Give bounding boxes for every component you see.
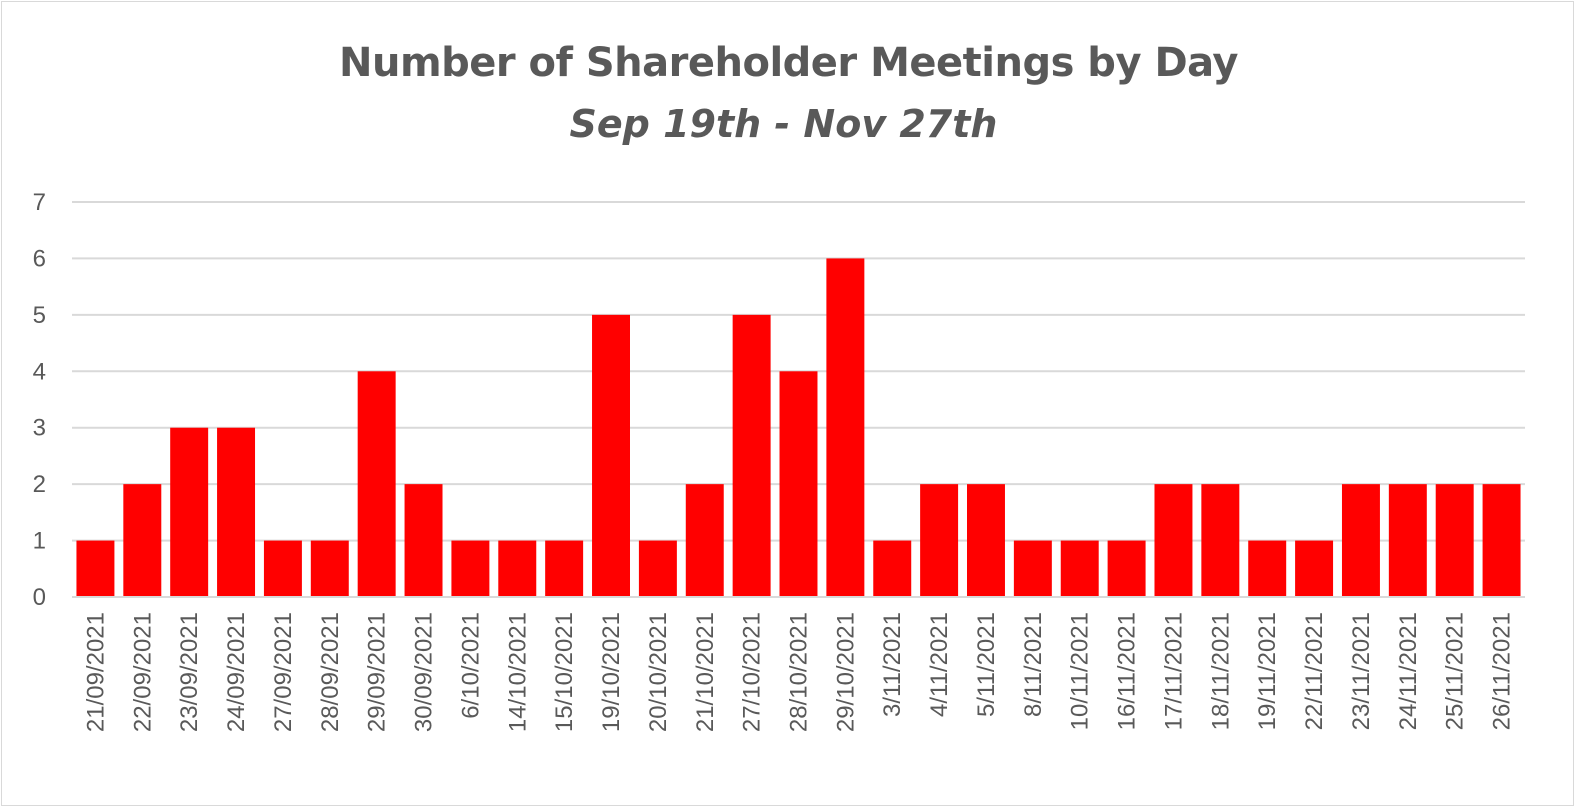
bar [1295,540,1334,597]
bar [779,371,818,597]
bar [638,540,677,597]
x-tick-label: 25/11/2021 [1442,612,1469,730]
bar [76,540,115,597]
bar [967,484,1005,597]
x-tick-label: 21/10/2021 [692,612,719,732]
bar [310,540,349,597]
x-tick-label: 22/11/2021 [1301,612,1328,730]
y-tick-label: 2 [33,471,46,498]
bar [1482,484,1521,597]
x-tick-label: 15/10/2021 [551,612,578,732]
bar [123,484,162,597]
x-tick-label: 22/09/2021 [129,612,156,732]
bar [1154,484,1193,597]
x-tick-label: 19/11/2021 [1254,612,1281,730]
x-tick-label: 23/11/2021 [1348,612,1375,730]
bar [1013,540,1052,597]
bar [873,540,912,597]
bar [1248,540,1287,597]
x-tick-label: 16/11/2021 [1114,612,1141,730]
x-tick-label: 21/09/2021 [82,612,109,732]
x-tick-label: 30/09/2021 [411,612,438,732]
x-tick-label: 26/11/2021 [1489,612,1516,730]
bar [826,258,865,597]
x-tick-label: 4/11/2021 [926,612,953,717]
bar [357,371,396,597]
bar [263,540,302,597]
bar [1201,484,1240,597]
x-tick-label: 29/09/2021 [364,612,391,732]
x-tick-label: 5/11/2021 [973,612,1000,717]
bar [170,427,209,597]
bar [1107,540,1146,597]
chart-subtitle: Sep 19th - Nov 27th [569,102,998,146]
bar [404,484,443,597]
x-tick-label: 29/10/2021 [832,612,859,732]
x-tick-label: 24/11/2021 [1395,612,1422,730]
x-tick-label: 3/11/2021 [879,612,906,717]
bar [920,484,959,597]
x-tick-label: 18/11/2021 [1207,612,1234,730]
y-tick-label: 7 [33,189,46,216]
bar [545,540,584,597]
x-tick-label: 10/11/2021 [1067,612,1094,730]
bar [1435,484,1474,597]
x-tick-label: 8/11/2021 [1020,612,1047,717]
x-tick-label: 28/10/2021 [786,612,813,732]
x-tick-label: 17/11/2021 [1160,612,1187,730]
y-tick-label: 4 [33,358,46,385]
bar [685,484,724,597]
bar [732,314,771,597]
x-tick-label: 23/09/2021 [176,612,203,732]
x-tick-label: 28/09/2021 [317,612,344,732]
bar [217,427,256,597]
x-tick-label: 19/10/2021 [598,612,625,732]
x-tick-label: 6/10/2021 [457,612,484,719]
y-tick-label: 0 [33,584,46,611]
y-tick-label: 6 [33,245,46,272]
bar [451,540,490,597]
x-tick-label: 20/10/2021 [645,612,672,732]
bar [592,314,630,597]
x-tick-label: 27/09/2021 [270,612,297,732]
bar [498,540,537,597]
bar [1388,484,1427,597]
y-tick-label: 1 [33,528,46,555]
x-tick-label: 24/09/2021 [223,612,250,732]
x-tick-label: 14/10/2021 [504,612,531,732]
y-tick-label: 5 [33,302,46,329]
chart-title: Number of Shareholder Meetings by Day [339,40,1238,86]
bar [1341,484,1380,597]
x-tick-label: 27/10/2021 [739,612,766,732]
y-tick-label: 3 [33,415,46,442]
bar [1060,540,1099,597]
